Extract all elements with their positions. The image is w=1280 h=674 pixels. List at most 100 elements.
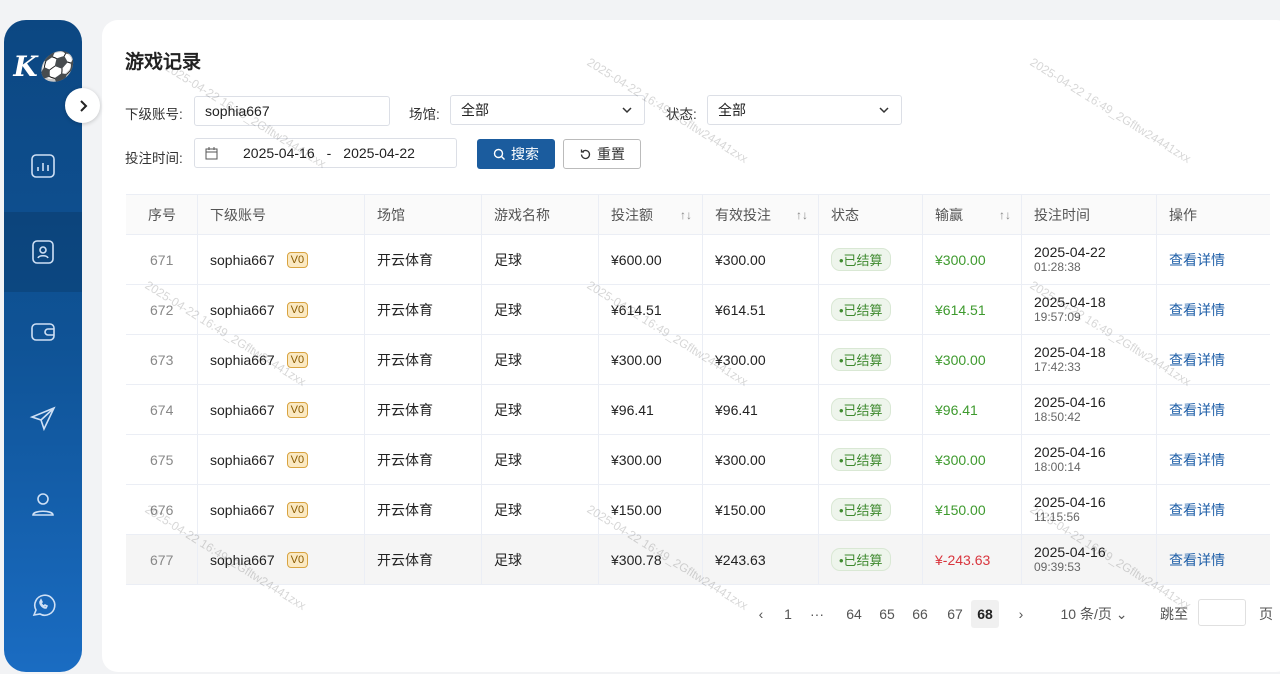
column-header[interactable]: 输赢 ↑↓ [923, 195, 1022, 234]
bet-time: 11:15:56 [1034, 509, 1080, 524]
next-page-button[interactable]: › [1018, 606, 1024, 622]
sidebar-expand-button[interactable] [65, 88, 100, 123]
venue-select[interactable]: 全部 [450, 95, 645, 125]
bet-time-cell: 2025-04-16 09:39:53 [1022, 535, 1157, 584]
account-cell: sophia667 V0 [198, 335, 365, 384]
send-icon [29, 406, 56, 432]
view-details-link[interactable]: 查看详情 [1169, 351, 1225, 368]
page-66[interactable]: 66 [912, 606, 928, 622]
date-from: 2025-04-16 [243, 145, 315, 161]
status-cell: •已结算 [819, 485, 923, 534]
page-size-value: 10 条/页 [1060, 606, 1112, 622]
sort-icon[interactable]: ↑↓ [680, 207, 692, 222]
venue-cell: 开云体育 [365, 335, 482, 384]
level-badge: V0 [286, 301, 309, 318]
status-badge: •已结算 [831, 548, 891, 571]
view-details-link[interactable]: 查看详情 [1169, 251, 1225, 268]
jump-page-input[interactable] [1198, 599, 1246, 626]
status-select[interactable]: 全部 [707, 95, 902, 125]
bet-cell: ¥300.00 [599, 435, 703, 484]
win-loss-cell: ¥150.00 [923, 485, 1022, 534]
page-1[interactable]: 1 [784, 606, 792, 622]
sort-icon[interactable]: ↑↓ [796, 207, 808, 222]
bet-time-cell: 2025-04-22 01:28:38 [1022, 235, 1157, 284]
account-cell: sophia667 V0 [198, 535, 365, 584]
bet-cell: ¥300.78 [599, 535, 703, 584]
level-badge: V0 [286, 251, 309, 268]
table-row: 671 sophia667 V0 开云体育 足球 ¥600.00 ¥300.00 … [126, 235, 1270, 285]
venue-label: 场馆: [409, 107, 440, 122]
sort-icon[interactable]: ↑↓ [999, 207, 1011, 222]
sidebar-item-whatsapp[interactable] [4, 565, 82, 645]
row-number: 676 [126, 485, 198, 534]
row-number: 673 [126, 335, 198, 384]
view-details-link[interactable]: 查看详情 [1169, 401, 1225, 418]
view-details-link[interactable]: 查看详情 [1169, 451, 1225, 468]
view-details-link[interactable]: 查看详情 [1169, 301, 1225, 318]
page-title: 游戏记录 [125, 52, 202, 73]
sidebar-item-wallet[interactable] [4, 292, 82, 372]
view-details-link[interactable]: 查看详情 [1169, 551, 1225, 568]
game-cell: 足球 [482, 335, 599, 384]
reset-label: 重置 [597, 146, 625, 162]
status-badge: •已结算 [831, 398, 891, 421]
bet-time-cell: 2025-04-18 19:57:09 [1022, 285, 1157, 334]
column-header: 场馆 [365, 195, 482, 234]
account-name: sophia667 [210, 301, 275, 318]
bet-time: 17:42:33 [1034, 359, 1081, 374]
page-68[interactable]: 68 [971, 600, 999, 628]
table-row: 675 sophia667 V0 开云体育 足球 ¥300.00 ¥300.00 … [126, 435, 1270, 485]
calendar-icon [205, 146, 218, 159]
sidebar-item-user[interactable] [4, 464, 82, 544]
page-ellipsis[interactable]: ··· [810, 606, 824, 622]
bet-time-cell: 2025-04-16 18:50:42 [1022, 385, 1157, 434]
main-panel: 游戏记录 下级账号: sophia667 场馆: 全部 状态: 全部 投注时间:… [102, 20, 1280, 672]
status-label: 状态: [666, 107, 697, 122]
search-icon [493, 148, 505, 160]
jump-suffix: 页 [1259, 606, 1273, 622]
account-name: sophia667 [210, 451, 275, 468]
account-cell: sophia667 V0 [198, 285, 365, 334]
bet-time: 01:28:38 [1034, 259, 1081, 274]
status-badge: •已结算 [831, 298, 891, 321]
sidebar-item-chart[interactable] [4, 126, 82, 206]
bet-cell: ¥150.00 [599, 485, 703, 534]
valid-bet-cell: ¥243.63 [703, 535, 819, 584]
win-loss-cell: ¥300.00 [923, 435, 1022, 484]
status-cell: •已结算 [819, 285, 923, 334]
valid-bet-cell: ¥150.00 [703, 485, 819, 534]
venue-cell: 开云体育 [365, 485, 482, 534]
action-cell: 查看详情 [1157, 285, 1270, 334]
view-details-link[interactable]: 查看详情 [1169, 501, 1225, 518]
user-icon [32, 493, 54, 516]
reset-button[interactable]: 重置 [563, 139, 641, 169]
bet-date: 2025-04-18 [1034, 293, 1106, 310]
page-64[interactable]: 64 [846, 606, 862, 622]
table-row: 677 sophia667 V0 开云体育 足球 ¥300.78 ¥243.63 … [126, 535, 1270, 585]
page-size-select[interactable]: 10 条/页 ⌄ [1060, 605, 1128, 623]
page-67[interactable]: 67 [947, 606, 963, 622]
action-cell: 查看详情 [1157, 435, 1270, 484]
date-range-picker[interactable]: 2025-04-16 - 2025-04-22 [194, 138, 457, 168]
column-header: 状态 [819, 195, 923, 234]
bet-cell: ¥96.41 [599, 385, 703, 434]
valid-bet-cell: ¥300.00 [703, 235, 819, 284]
row-number: 675 [126, 435, 198, 484]
status-badge: •已结算 [831, 498, 891, 521]
date-separator: - [326, 145, 332, 161]
bet-time-cell: 2025-04-18 17:42:33 [1022, 335, 1157, 384]
search-button[interactable]: 搜索 [477, 139, 555, 169]
page-65[interactable]: 65 [879, 606, 895, 622]
sidebar-item-user-card[interactable] [4, 212, 82, 292]
column-header[interactable]: 投注额 ↑↓ [599, 195, 703, 234]
bet-date: 2025-04-16 [1034, 543, 1106, 560]
game-cell: 足球 [482, 535, 599, 584]
prev-page-button[interactable]: ‹ [758, 606, 764, 622]
account-input[interactable]: sophia667 [194, 96, 390, 126]
table-row: 672 sophia667 V0 开云体育 足球 ¥614.51 ¥614.51 … [126, 285, 1270, 335]
column-header[interactable]: 有效投注 ↑↓ [703, 195, 819, 234]
sidebar-item-send[interactable] [4, 378, 82, 458]
status-badge: •已结算 [831, 448, 891, 471]
row-number: 672 [126, 285, 198, 334]
account-name: sophia667 [210, 251, 275, 268]
